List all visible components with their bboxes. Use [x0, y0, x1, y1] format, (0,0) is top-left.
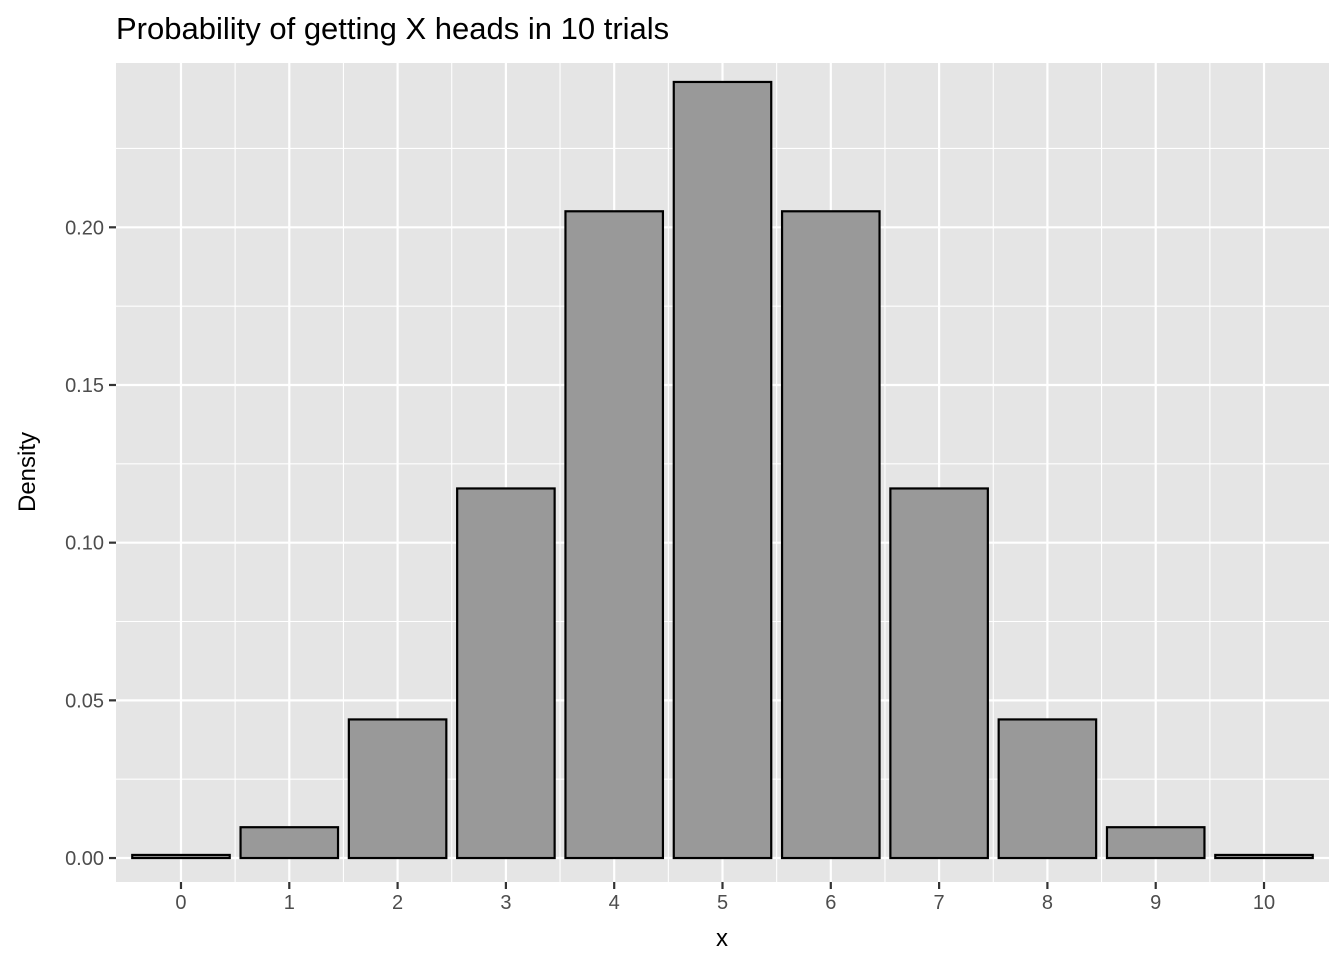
x-tick-label: 1 — [284, 892, 295, 914]
bar-8 — [997, 718, 1098, 860]
y-tick-label: 0.15 — [65, 375, 104, 397]
bars — [131, 80, 1314, 860]
bar-10 — [1214, 853, 1314, 860]
y-axis-title: Density — [14, 432, 41, 512]
y-tick-label: 0.05 — [65, 690, 104, 712]
bar-6 — [780, 210, 881, 860]
bar-5 — [672, 80, 773, 860]
x-tick-label: 2 — [392, 892, 403, 914]
chart-title: Probability of getting X heads in 10 tri… — [116, 11, 669, 46]
x-tick-label: 7 — [934, 892, 945, 914]
bar-7 — [889, 487, 989, 860]
y-tick-label: 0.20 — [65, 217, 104, 239]
x-tick-label: 6 — [825, 892, 836, 914]
y-tick-label: 0.10 — [65, 533, 104, 555]
x-tick-label: 0 — [175, 892, 186, 914]
x-axis: 0 1 2 3 4 5 6 7 8 9 10 — [175, 882, 1275, 914]
x-axis-title: x — [716, 925, 728, 952]
x-tick-label: 5 — [717, 892, 728, 914]
x-tick-label: 3 — [500, 892, 511, 914]
y-axis: 0.00 0.05 0.10 0.15 0.20 — [65, 217, 116, 870]
x-tick-label: 4 — [609, 892, 620, 914]
bar-2 — [347, 718, 448, 860]
x-tick-label: 8 — [1042, 892, 1053, 914]
y-tick-label: 0.00 — [65, 848, 104, 870]
bar-1 — [239, 826, 340, 860]
x-tick-label: 9 — [1150, 892, 1161, 914]
bar-0 — [131, 853, 231, 860]
bar-4 — [564, 210, 665, 860]
bar-9 — [1105, 826, 1206, 860]
bar-3 — [456, 487, 556, 860]
x-tick-label: 10 — [1253, 892, 1275, 914]
